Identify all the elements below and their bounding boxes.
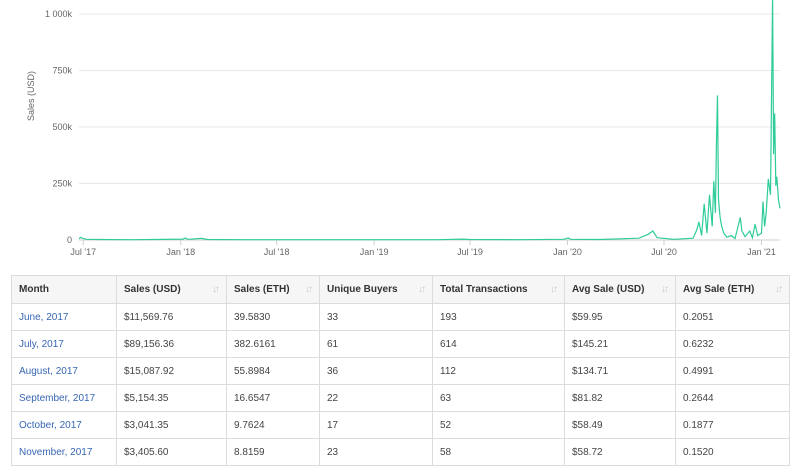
table-cell: 55.8984 [226, 357, 320, 385]
y-tick-label: 1 000k [45, 9, 73, 19]
table-cell: $81.82 [564, 384, 676, 412]
sort-arrows-icon[interactable]: ↓↑ [212, 284, 220, 295]
table-cell: 9.7624 [226, 411, 320, 439]
table-cell: $3,041.35 [116, 411, 227, 439]
table-cell: 63 [432, 384, 565, 412]
x-tick-label: Jul '19 [457, 247, 483, 257]
table-cell: 17 [319, 411, 433, 439]
sort-arrows-icon[interactable]: ↓↑ [775, 284, 783, 295]
x-tick-label: Jan '20 [553, 247, 582, 257]
y-tick-label: 0 [67, 235, 72, 245]
column-header-label: Sales (USD) [124, 284, 181, 295]
monthly-sales-table: Month Sales (USD) ↓↑ Sales (ETH) ↓↑ Unique Bu… [11, 275, 790, 466]
table-cell: 382.6161 [226, 330, 320, 358]
table-cell: October, 2017 [11, 411, 117, 439]
table-cell: $3,405.60 [116, 438, 227, 466]
column-header[interactable]: Total Transactions ↓↑ [432, 275, 565, 304]
monthly-sales-table-container: Month Sales (USD) ↓↑ Sales (ETH) ↓↑ Unique Bu… [11, 275, 790, 466]
table-cell: $89,156.36 [116, 330, 227, 358]
month-link[interactable]: July, 2017 [19, 338, 64, 350]
table-cell: August, 2017 [11, 357, 117, 385]
x-tick-label: Jan '19 [360, 247, 389, 257]
table-row: August, 2017 $15,087.92 55.8984 36 112 $134.7… [11, 357, 790, 385]
table-cell: 36 [319, 357, 433, 385]
table-cell: 16.6547 [226, 384, 320, 412]
table-cell: 0.2051 [675, 303, 790, 331]
table-body: June, 2017 $11,569.76 39.5830 33 193 $59.95 0.… [11, 303, 790, 466]
column-header[interactable]: Sales (USD) ↓↑ [116, 275, 227, 304]
table-cell: September, 2017 [11, 384, 117, 412]
table-cell: 39.5830 [226, 303, 320, 331]
y-axis-ticks: 0 250k 500k 750k 1 000k [45, 9, 73, 245]
table-cell: 193 [432, 303, 565, 331]
table-cell: 0.1520 [675, 438, 790, 466]
table-cell: $11,569.76 [116, 303, 227, 331]
column-header[interactable]: Sales (ETH) ↓↑ [226, 275, 320, 304]
table-cell: 23 [319, 438, 433, 466]
y-tick-label: 250k [52, 179, 72, 189]
column-header-label: Total Transactions [440, 284, 528, 295]
x-tick-label: Jan '21 [747, 247, 776, 257]
series-line [79, 0, 781, 241]
sort-arrows-icon[interactable]: ↓↑ [418, 284, 426, 295]
table-cell: $145.21 [564, 330, 676, 358]
table-cell: $58.72 [564, 438, 676, 466]
month-link[interactable]: June, 2017 [19, 311, 69, 323]
table-cell: 22 [319, 384, 433, 412]
x-tick-label: Jul '20 [651, 247, 677, 257]
table-cell: $15,087.92 [116, 357, 227, 385]
column-header-label: Sales (ETH) [234, 284, 290, 295]
column-header[interactable]: Month [11, 275, 117, 304]
x-tick-label: Jul '17 [70, 247, 96, 257]
month-link[interactable]: October, 2017 [19, 419, 82, 431]
table-row: July, 2017 $89,156.36 382.6161 61 614 $145.21… [11, 330, 790, 358]
table-cell: $59.95 [564, 303, 676, 331]
x-axis-ticks: Jul '17 Jan '18 Jul '18 Jan '19 Jul '19 Jan '… [70, 240, 776, 257]
y-tick-label: 500k [52, 122, 72, 132]
table-row: June, 2017 $11,569.76 39.5830 33 193 $59.95 0.… [11, 303, 790, 331]
table-cell: June, 2017 [11, 303, 117, 331]
chart-series [79, 0, 781, 241]
chart-grid [79, 13, 780, 241]
table-row: October, 2017 $3,041.35 9.7624 17 52 $58.49 0.… [11, 411, 790, 439]
table-cell: 8.8159 [226, 438, 320, 466]
table-cell: 61 [319, 330, 433, 358]
sort-arrows-icon[interactable]: ↓↑ [305, 284, 313, 295]
table-row: September, 2017 $5,154.35 16.6547 22 63 $81.8… [11, 384, 790, 412]
y-tick-label: 750k [52, 66, 72, 76]
table-cell: 0.6232 [675, 330, 790, 358]
table-cell: November, 2017 [11, 438, 117, 466]
sort-arrows-icon[interactable]: ↓↑ [661, 284, 669, 295]
column-header-label: Avg Sale (ETH) [683, 284, 755, 295]
table-cell: 58 [432, 438, 565, 466]
table-cell: 0.1877 [675, 411, 790, 439]
table-cell: 0.4991 [675, 357, 790, 385]
table-cell: $134.71 [564, 357, 676, 385]
table-cell: 33 [319, 303, 433, 331]
column-header[interactable]: Avg Sale (USD) ↓↑ [564, 275, 676, 304]
column-header[interactable]: Unique Buyers ↓↑ [319, 275, 433, 304]
sort-arrows-icon[interactable]: ↓↑ [550, 284, 558, 295]
column-header-label: Avg Sale (USD) [572, 284, 645, 295]
table-row: November, 2017 $3,405.60 8.8159 23 58 $58.72 0… [11, 438, 790, 466]
x-tick-label: Jul '18 [264, 247, 290, 257]
column-header[interactable]: Avg Sale (ETH) ↓↑ [675, 275, 790, 304]
table-cell: 614 [432, 330, 565, 358]
table-cell: $5,154.35 [116, 384, 227, 412]
table-cell: 52 [432, 411, 565, 439]
y-axis-label: Sales (USD) [26, 71, 36, 121]
month-link[interactable]: November, 2017 [19, 446, 93, 458]
table-cell: $58.49 [564, 411, 676, 439]
column-header-label: Month [19, 284, 49, 295]
table-header-row: Month Sales (USD) ↓↑ Sales (ETH) ↓↑ Unique Bu… [11, 275, 790, 304]
table-cell: July, 2017 [11, 330, 117, 358]
column-header-label: Unique Buyers [327, 284, 398, 295]
x-tick-label: Jan '18 [166, 247, 195, 257]
month-link[interactable]: August, 2017 [19, 365, 78, 377]
table-cell: 112 [432, 357, 565, 385]
table-cell: 0.2644 [675, 384, 790, 412]
month-link[interactable]: September, 2017 [19, 392, 96, 404]
